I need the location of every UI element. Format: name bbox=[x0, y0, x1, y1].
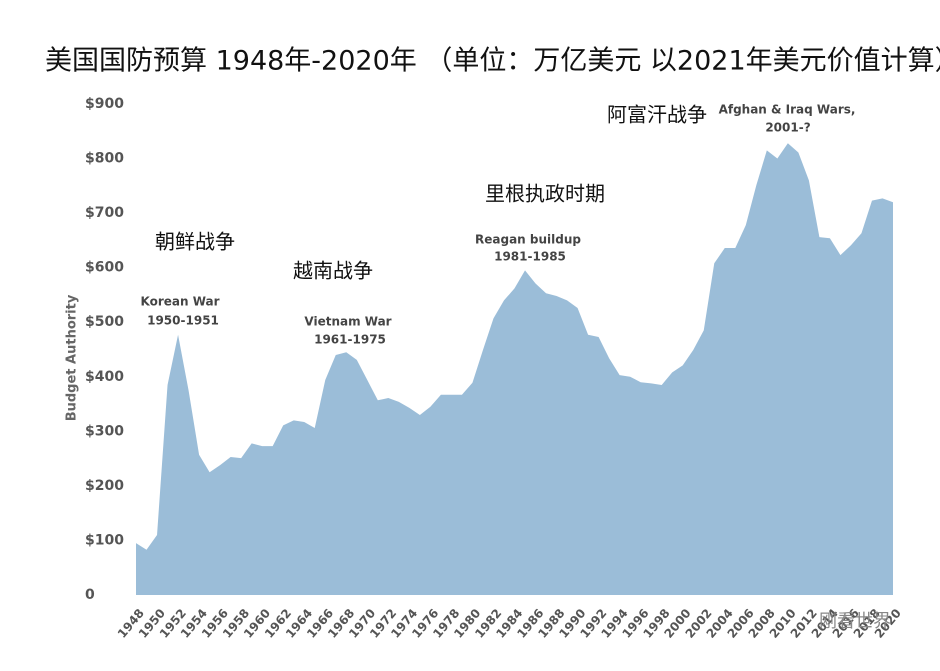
annotation: 越南战争 bbox=[293, 259, 373, 283]
annotation: 朝鲜战争 bbox=[155, 230, 235, 254]
y-tick-label: $400 bbox=[85, 369, 124, 385]
annotation: 1961-1975 bbox=[314, 333, 386, 347]
y-tick-label: $700 bbox=[85, 205, 124, 221]
annotation: Korean War bbox=[140, 295, 219, 309]
y-tick-label: $200 bbox=[85, 478, 124, 494]
chart-title: 美国国防预算 1948年-2020年 （单位：万亿美元 以2021年美元价值计算… bbox=[45, 46, 940, 77]
y-tick-label: $800 bbox=[85, 151, 124, 167]
y-tick-label: $100 bbox=[85, 532, 124, 548]
y-axis-label: Budget Authority bbox=[65, 294, 80, 421]
y-tick-label: 0 bbox=[85, 587, 95, 603]
annotation: Reagan buildup bbox=[475, 233, 581, 247]
annotation: 1981-1985 bbox=[494, 250, 566, 264]
annotation: 里根执政时期 bbox=[485, 182, 605, 206]
y-tick-label: $900 bbox=[85, 96, 124, 112]
annotation: Afghan & Iraq Wars, bbox=[719, 103, 856, 117]
annotation: 2001-? bbox=[765, 121, 810, 135]
y-tick-label: $500 bbox=[85, 314, 124, 330]
annotation: 1950-1951 bbox=[147, 314, 219, 328]
annotation: 刚看世界 bbox=[819, 611, 891, 632]
y-tick-label: $300 bbox=[85, 423, 124, 439]
y-tick-label: $600 bbox=[85, 260, 124, 276]
annotation: 阿富汗战争 bbox=[607, 103, 707, 127]
area bbox=[136, 143, 893, 595]
annotation: Vietnam War bbox=[304, 315, 391, 329]
